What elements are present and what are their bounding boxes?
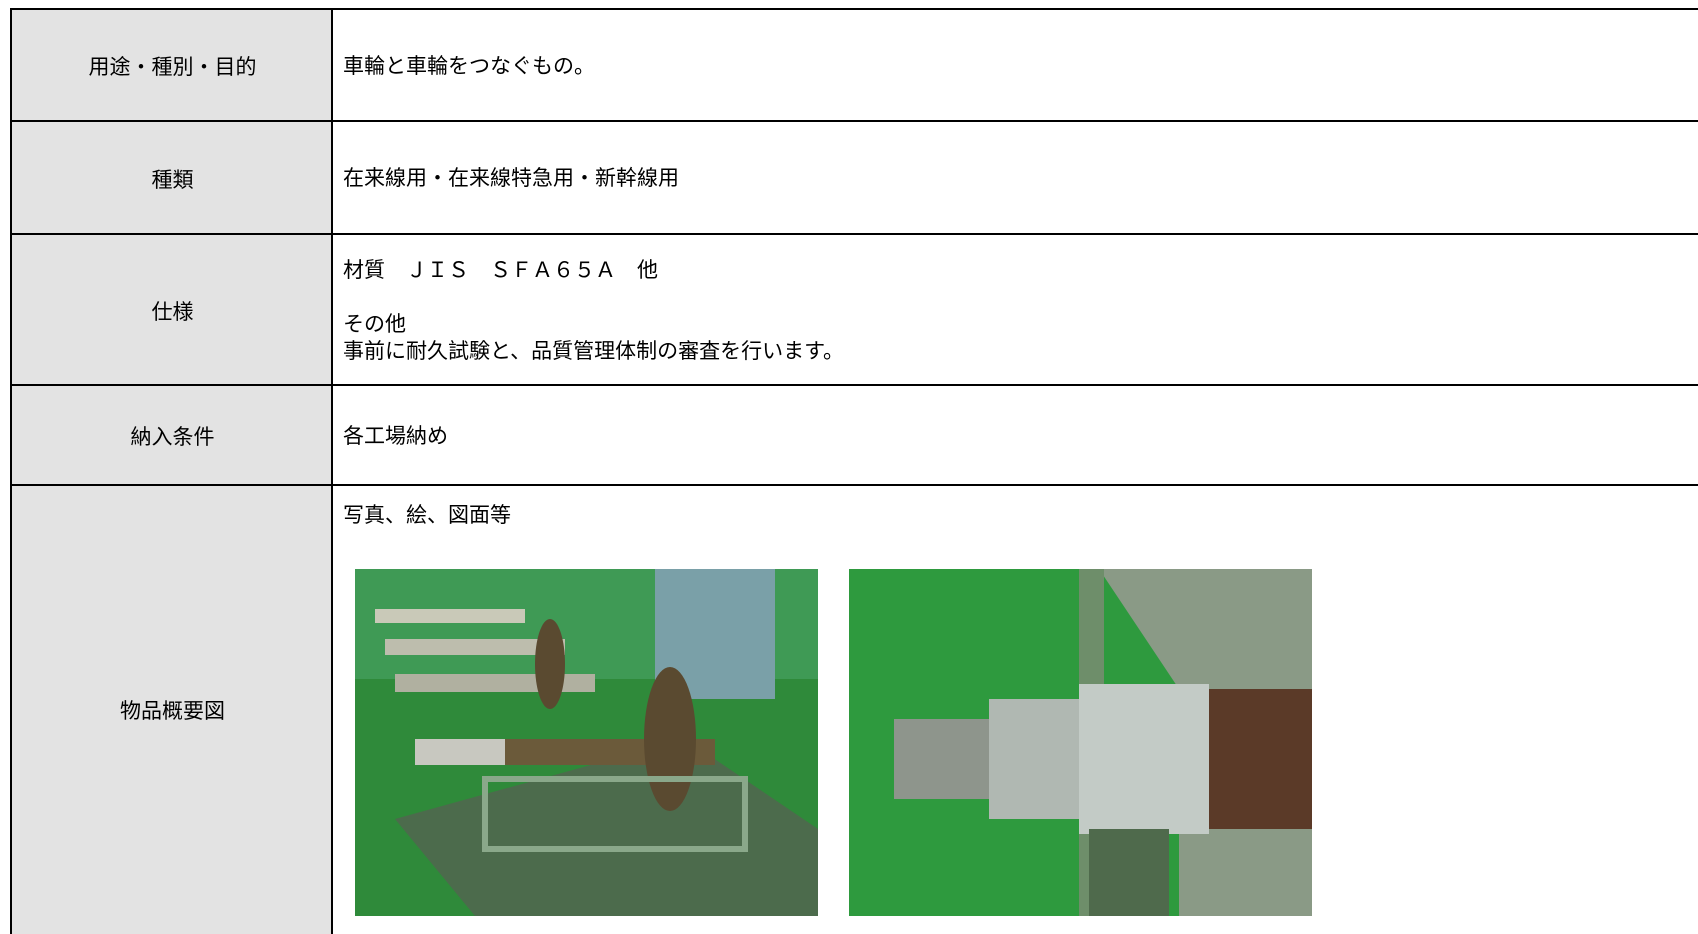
row-content: 材質 ＪＩＳ ＳＦＡ６５Ａ 他 その他 事前に耐久試験と、品質管理体制の審査を行… <box>331 233 1698 386</box>
row-label: 物品概要図 <box>10 484 333 934</box>
row-label: 仕様 <box>10 233 333 386</box>
content-text: 車輪と車輪をつなぐもの。 <box>343 53 595 78</box>
content-text: 在来線用・在来線特急用・新幹線用 <box>343 166 679 190</box>
label-text: 用途・種別・目的 <box>88 55 257 79</box>
row-content: 車輪と車輪をつなぐもの。 <box>331 8 1698 122</box>
content-text: 写真、絵、図面等 <box>343 503 511 527</box>
row-label: 納入条件 <box>10 384 333 486</box>
row-content: 在来線用・在来線特急用・新幹線用 <box>331 120 1698 235</box>
photo-axles <box>355 569 818 916</box>
photo-axle-detail <box>849 569 1312 916</box>
content-text: その他 <box>343 311 406 336</box>
row-label: 種類 <box>10 120 333 235</box>
label-text: 物品概要図 <box>120 699 225 723</box>
label-text: 納入条件 <box>130 425 215 449</box>
content-text: 材質 ＪＩＳ ＳＦＡ６５Ａ 他 <box>343 257 658 282</box>
label-text: 種類 <box>151 167 194 192</box>
row-label: 用途・種別・目的 <box>10 8 333 122</box>
label-text: 仕様 <box>151 299 194 324</box>
content-text: 事前に耐久試験と、品質管理体制の審査を行います。 <box>343 338 845 363</box>
row-content: 各工場納め <box>331 384 1698 486</box>
content-text: 各工場納め <box>343 423 448 448</box>
